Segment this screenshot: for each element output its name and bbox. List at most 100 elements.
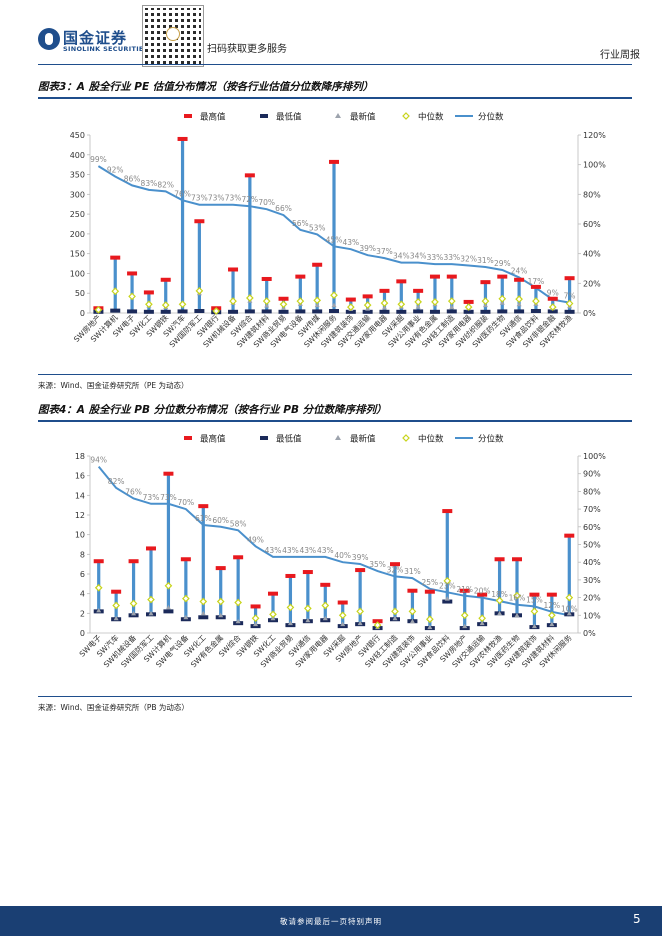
pb-latest-marker xyxy=(200,610,206,616)
pe-range-bar xyxy=(298,276,302,312)
header-divider xyxy=(38,64,632,65)
pe-range-bar xyxy=(231,269,235,312)
pb-median-marker xyxy=(408,607,417,616)
pb-median-marker xyxy=(112,601,120,610)
pb-max-marker xyxy=(320,582,331,587)
pe-max-marker xyxy=(446,274,457,279)
pe-legend-median-marker xyxy=(402,112,410,120)
pe-legend-label-4: 分位数 xyxy=(478,112,504,123)
pb-range-bar xyxy=(288,575,293,626)
pb-percentile-label: 43% xyxy=(265,546,282,555)
pe-legend-max-marker xyxy=(184,114,192,118)
pe-max-marker xyxy=(530,284,541,289)
pe-min-marker xyxy=(261,309,272,314)
pb-latest-marker xyxy=(514,612,520,618)
qr-caption: 扫码获取更多服务 xyxy=(207,44,287,55)
pe-median-marker xyxy=(246,294,254,302)
pb-legend-max-marker xyxy=(184,436,192,440)
pb-legend-latest-marker xyxy=(335,435,341,440)
pe-max-marker xyxy=(244,173,255,178)
pb-latest-marker xyxy=(444,596,450,601)
pb-max-marker xyxy=(355,568,366,573)
pe-percentile-label: 7% xyxy=(564,292,576,301)
pb-max-marker xyxy=(215,566,226,571)
pb-median-marker xyxy=(182,594,190,603)
pe-percentile-label: 56% xyxy=(292,219,309,228)
pe-min-marker xyxy=(110,308,121,313)
page-number: 5 xyxy=(633,912,641,926)
pe-percentile-label: 92% xyxy=(107,166,124,175)
pe-min-marker xyxy=(278,309,289,314)
pb-legend-min-marker xyxy=(260,436,268,440)
pe-ytick-label: 200 xyxy=(70,230,85,239)
pb-max-marker xyxy=(285,573,296,578)
pb-range-bar xyxy=(219,568,223,618)
pb-legend-label-0: 最高值 xyxy=(200,434,226,445)
pe-median-marker xyxy=(330,291,338,300)
pb-range-bar xyxy=(410,590,415,622)
pb-percentile-label: 16% xyxy=(509,594,526,603)
pe-min-marker xyxy=(530,309,541,314)
pe-max-marker xyxy=(379,288,390,293)
pe-percentile-label: 34% xyxy=(393,252,410,261)
pe-percentile-label: 33% xyxy=(443,253,460,262)
pb-max-marker xyxy=(93,559,104,564)
pb-median-marker xyxy=(147,595,155,604)
pe-max-marker xyxy=(413,288,424,293)
pb-range-bar xyxy=(358,570,362,625)
pe-median-marker xyxy=(212,307,221,315)
pb-range-bar xyxy=(497,559,502,614)
pb-latest-marker xyxy=(531,623,537,629)
pb-range-bar xyxy=(149,548,153,615)
pe-max-marker xyxy=(127,271,138,276)
pb-median-marker xyxy=(234,598,242,607)
pb-percentile-label: 73% xyxy=(160,493,177,502)
pe-max-marker xyxy=(295,274,306,279)
pe-min-marker xyxy=(379,309,390,314)
pb-median-marker xyxy=(94,583,103,592)
pb-latest-marker xyxy=(427,624,433,630)
pb-percentile-label: 58% xyxy=(230,519,247,528)
pe-min-marker xyxy=(480,309,491,314)
pe-range-bar xyxy=(113,257,117,311)
pb-ytick-label: 4 xyxy=(80,590,85,599)
pe-percentile-label: 73% xyxy=(225,194,242,203)
pe-ytick-label: 50 xyxy=(75,289,85,298)
pb-median-marker xyxy=(495,596,504,605)
sinolink-logo-icon xyxy=(38,28,60,50)
pb-range-bar xyxy=(201,506,205,618)
pb-percentile-label: 49% xyxy=(247,535,264,544)
pe-range-bar xyxy=(197,221,201,312)
pe-percentile-label: 53% xyxy=(309,223,326,232)
pe-legend-label-2: 最新值 xyxy=(350,112,376,123)
pe-max-marker xyxy=(497,274,508,279)
pb-latest-marker xyxy=(113,615,119,621)
pe-min-marker xyxy=(497,309,508,314)
pe-max-marker xyxy=(177,136,188,141)
pe-max-marker xyxy=(547,296,558,301)
pe-median-marker xyxy=(380,299,389,307)
pe-median-marker xyxy=(111,287,120,296)
pe-percentile-label: 73% xyxy=(208,194,225,203)
pb-y2tick-label: 90% xyxy=(583,470,601,479)
pe-legend-latest-marker xyxy=(335,113,341,118)
pb-percentile-label: 15% xyxy=(526,595,543,604)
pb-latest-marker xyxy=(165,604,171,610)
pb-percentile-label: 32% xyxy=(387,565,404,574)
pb-percentile-label: 40% xyxy=(334,551,351,560)
pe-legend-label-3: 中位数 xyxy=(418,112,444,123)
pb-percentile-label: 23% xyxy=(439,581,456,590)
pe-ytick-label: 0 xyxy=(80,309,85,318)
pb-percentile-label: 82% xyxy=(108,477,125,486)
pe-ytick-label: 450 xyxy=(70,131,85,140)
pb-percentile-label: 43% xyxy=(300,546,317,555)
pe-percentile-label: 86% xyxy=(124,174,141,183)
pb-range-bar xyxy=(428,591,432,629)
pe-latest-marker xyxy=(449,304,455,310)
pb-latest-marker xyxy=(96,607,102,613)
pb-latest-marker xyxy=(462,623,468,629)
pe-min-marker xyxy=(329,309,339,314)
pb-percentile-label: 12% xyxy=(544,601,561,610)
pe-max-marker xyxy=(110,255,121,260)
pb-median-marker xyxy=(199,597,208,606)
